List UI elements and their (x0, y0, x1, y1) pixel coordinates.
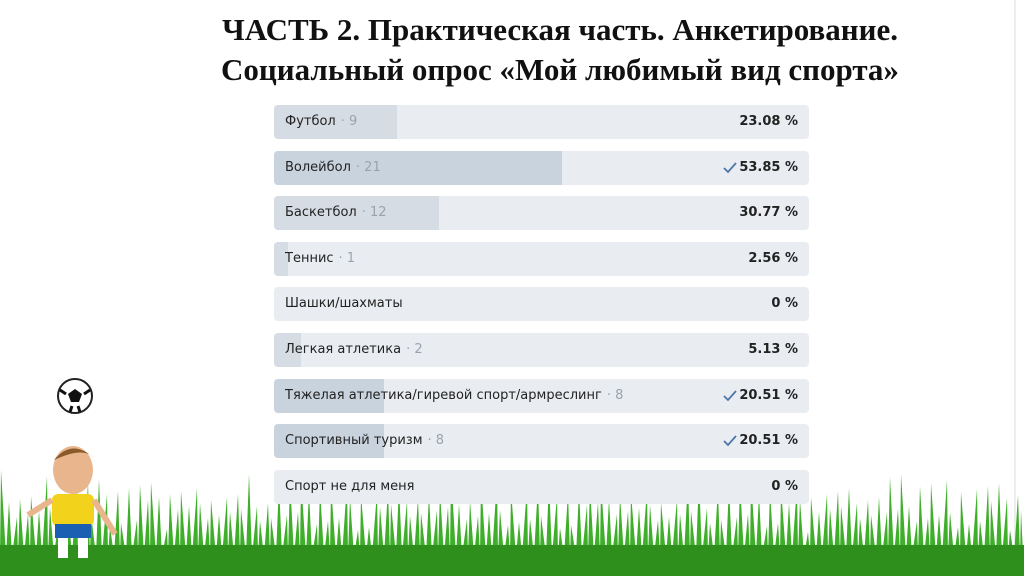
vote-count: · 8 (427, 433, 445, 449)
poll-option[interactable]: Теннис · 1 2.56 % (274, 241, 809, 276)
result-bar (274, 150, 563, 185)
vote-count: · 1 (338, 250, 356, 266)
option-text: Футбол (285, 114, 336, 129)
percent: 30.77 % (739, 205, 798, 221)
option-text: Спортивный туризм (285, 433, 423, 449)
option-text: Теннис (285, 250, 334, 266)
check-icon (723, 435, 737, 447)
percent: 0 % (771, 296, 798, 312)
poll-option[interactable]: Тяжелая атлетика/гиревой спорт/армреслин… (274, 378, 809, 413)
vote-count: · 8 (606, 387, 624, 403)
result-bar (274, 378, 384, 413)
percent: 0 % (771, 478, 798, 494)
vote-count: · 9 (340, 114, 358, 129)
percent: 20.51 % (739, 433, 798, 449)
poll-option[interactable]: Футбол · 9 23.08 % (274, 105, 809, 139)
poll-option[interactable]: Легкая атлетика · 2 5.13 % (274, 333, 809, 367)
percent: 23.08 % (739, 114, 798, 129)
percent: 5.13 % (748, 342, 798, 357)
football (57, 378, 93, 414)
option-label: Волейбол · 21 (285, 151, 381, 185)
result-bar (274, 241, 288, 276)
title: Социальный опрос «Мой любимый вид спорта… (221, 52, 899, 87)
check-icon (723, 161, 737, 173)
percent: 2.56 % (748, 250, 798, 266)
option-label: Шашки/шахматы (285, 287, 403, 321)
option-label: Спортивный туризм · 8 (285, 424, 444, 458)
result-bar (274, 333, 302, 367)
poll-option[interactable]: Спортивный туризм · 8 20.51 % (274, 424, 809, 459)
option-label: Баскетбол · 12 (285, 196, 387, 230)
check-icon (723, 389, 737, 401)
poll-option[interactable]: Волейбол · 21 53.85 % (274, 150, 809, 185)
grass (0, 470, 1024, 576)
vote-count: · 12 (361, 205, 387, 221)
option-text: Тяжелая атлетика/гиревой спорт/армреслин… (285, 387, 602, 403)
option-label: Тяжелая атлетика/гиревой спорт/армреслин… (285, 379, 623, 413)
option-text: Волейбол (285, 159, 351, 175)
grass-base (0, 545, 1024, 576)
result-bar (274, 196, 439, 231)
percent: 53.85 % (739, 159, 798, 175)
option-label: Легкая атлетика · 2 (285, 333, 423, 367)
result-bar (274, 424, 384, 459)
vote-count: · 21 (355, 159, 381, 175)
option-text: Баскетбол (285, 205, 357, 221)
option-label: Футбол · 9 (285, 105, 357, 139)
result-bar (274, 105, 398, 139)
player (26, 446, 118, 558)
option-text: Шашки/шахматы (285, 296, 403, 312)
percent: 20.51 % (739, 387, 798, 403)
title: ЧАСТЬ 2. Практическая часть. Анкетирован… (222, 12, 898, 47)
option-text: Легкая атлетика (285, 342, 402, 357)
poll-option[interactable]: Спорт не для меня 0 % (274, 469, 809, 504)
option-text: Спорт не для меня (285, 478, 415, 494)
vote-count: · 2 (406, 342, 423, 357)
option-label: Спорт не для меня (285, 470, 415, 504)
poll-option[interactable]: Шашки/шахматы 0 % (274, 287, 809, 322)
poll-option[interactable]: Баскетбол · 12 30.77 % (274, 196, 809, 231)
option-label: Теннис · 1 (285, 242, 355, 276)
